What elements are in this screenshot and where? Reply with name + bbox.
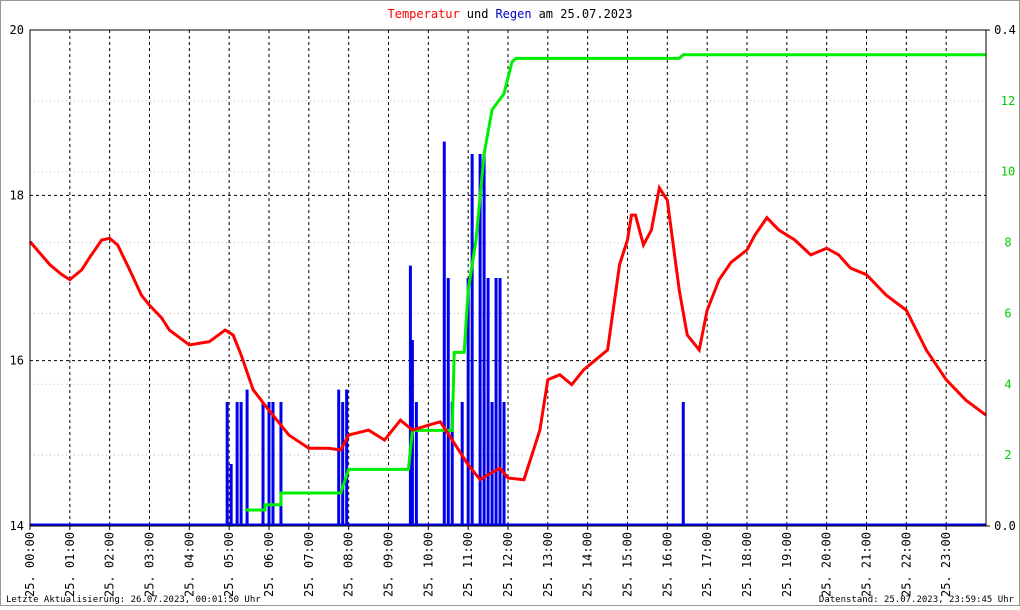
rain-bar: [229, 464, 233, 526]
data-line: [245, 53, 986, 512]
rain-bar: [442, 141, 446, 526]
rain-bar: [337, 389, 341, 526]
y3-tick-label: 12: [1001, 94, 1015, 108]
rain-bar: [466, 278, 470, 526]
y-tick-label: 14: [10, 519, 24, 533]
title-part: Temperatur: [388, 7, 460, 21]
data-line: [28, 183, 987, 482]
rain-bar: [271, 402, 275, 526]
rain-bar: [235, 402, 239, 526]
rain-bar: [490, 402, 494, 526]
rain-bar: [494, 278, 498, 526]
rain-bar: [498, 278, 502, 526]
rain-bar: [478, 154, 482, 526]
x-tick-label: 25. 23:00: [939, 532, 953, 597]
y2-tick-label: 0.4: [994, 23, 1016, 37]
x-tick-label: 25. 11:00: [461, 532, 475, 597]
x-tick-label: 25. 15:00: [621, 532, 635, 597]
x-tick-label: 25. 16:00: [660, 532, 674, 597]
rain-bar: [267, 402, 271, 526]
rain-bar: [345, 389, 349, 526]
rain-bar: [261, 402, 265, 526]
x-tick-label: 25. 06:00: [262, 532, 276, 597]
x-tick-label: 25. 21:00: [860, 532, 874, 597]
y2-tick-label: 0.0: [994, 519, 1016, 533]
title-part: Regen: [495, 7, 531, 21]
title-part: und: [467, 7, 489, 21]
y-tick-label: 16: [10, 354, 24, 368]
footer-left: Letzte Aktualisierung: 26.07.2023, 00:01…: [6, 595, 261, 605]
y3-tick-label: 4: [1004, 377, 1011, 391]
y3-tick-label: 2: [1004, 448, 1011, 462]
x-tick-label: 25. 18:00: [740, 532, 754, 597]
rain-bar: [239, 402, 243, 526]
rain-bar: [225, 402, 229, 526]
x-tick-label: 25. 07:00: [302, 532, 316, 597]
x-tick-label: 25. 12:00: [501, 532, 515, 597]
footer-right: Datenstand: 25.07.2023, 23:59:45 Uhr: [819, 595, 1015, 605]
y-tick-label: 18: [10, 188, 24, 202]
x-tick-label: 25. 01:00: [63, 532, 77, 597]
x-tick-label: 25. 22:00: [899, 532, 913, 597]
rain-bar: [414, 402, 418, 526]
rain-bar: [470, 154, 474, 526]
rain-bar: [446, 278, 450, 526]
rain-bar: [486, 278, 490, 526]
rain-bar: [460, 402, 464, 526]
x-tick-label: 25. 03:00: [143, 532, 157, 597]
title-part: am 25.07.2023: [539, 7, 633, 21]
rain-bar: [408, 265, 412, 526]
x-tick-label: 25. 00:00: [23, 532, 37, 597]
x-tick-label: 25. 04:00: [182, 532, 196, 597]
rain-bar: [450, 402, 454, 526]
rain-bar: [245, 389, 249, 526]
y3-tick-label: 6: [1004, 306, 1011, 320]
x-tick-label: 25. 14:00: [581, 532, 595, 597]
rain-bar: [482, 154, 486, 526]
x-tick-label: 25. 17:00: [700, 532, 714, 597]
x-tick-label: 25. 05:00: [222, 532, 236, 597]
x-tick-label: 25. 02:00: [103, 532, 117, 597]
x-tick-label: 25. 09:00: [382, 532, 396, 597]
rain-bar: [279, 402, 283, 526]
chart-title: Temperatur und Regen am 25.07.2023: [388, 7, 633, 21]
x-tick-label: 25. 20:00: [820, 532, 834, 597]
plot-border: [29, 29, 987, 527]
rain-bar: [681, 402, 685, 526]
y-tick-label: 20: [10, 23, 24, 37]
y3-tick-label: 10: [1001, 165, 1015, 179]
x-tick-label: 25. 19:00: [780, 532, 794, 597]
rain-bar: [341, 402, 345, 526]
y3-tick-label: 8: [1004, 236, 1011, 250]
x-tick-label: 25. 13:00: [541, 532, 555, 597]
x-tick-label: 25. 08:00: [342, 532, 356, 597]
rain-bar: [502, 402, 506, 526]
x-tick-label: 25. 10:00: [421, 532, 435, 597]
